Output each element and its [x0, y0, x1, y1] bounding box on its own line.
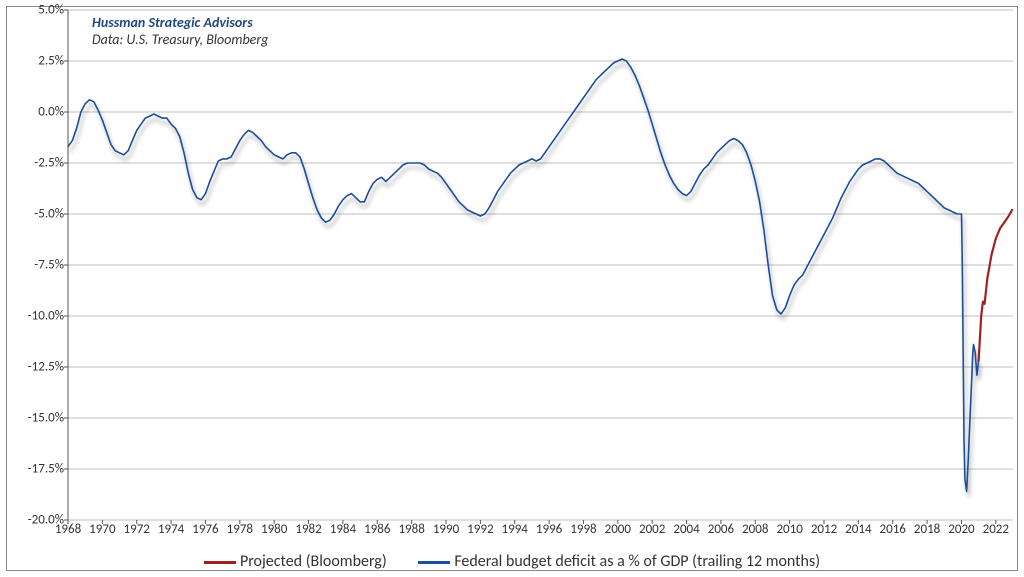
gridlines	[68, 10, 1013, 520]
x-tick-label: 1974	[158, 522, 184, 537]
x-tick-label: 1984	[330, 522, 356, 537]
x-tick-label: 2018	[914, 522, 940, 537]
x-tick-label: 1970	[89, 522, 115, 537]
y-tick-label: 5.0%	[38, 3, 64, 18]
series-line-projected	[979, 210, 1013, 361]
x-tick-label: 1986	[364, 522, 390, 537]
chart-container: 5.0% 2.5% 0.0% -2.5% -5.0% -7.5% -10.0% -12.5% -…	[0, 0, 1024, 577]
x-tick-label: 1998	[570, 522, 596, 537]
x-tick-label: 1996	[536, 522, 562, 537]
legend-swatch-historical	[418, 561, 450, 564]
legend-item-projected: Projected (Bloomberg)	[204, 552, 387, 571]
y-tick-label: -7.5%	[34, 258, 64, 273]
x-tick-label: 2020	[948, 522, 974, 537]
y-tick-label: -12.5%	[28, 360, 64, 375]
x-tick-label: 1968	[55, 522, 81, 537]
x-tick-label: 2000	[605, 522, 631, 537]
x-tick-label: 2002	[639, 522, 665, 537]
x-tick-label: 2004	[673, 522, 699, 537]
y-tick-label: -15.0%	[28, 411, 64, 426]
x-tick-label: 1990	[433, 522, 459, 537]
legend-item-historical: Federal budget deficit as a % of GDP (tr…	[418, 552, 820, 571]
x-tick-label: 1978	[227, 522, 253, 537]
x-tick-label: 2008	[742, 522, 768, 537]
x-tick-label: 2014	[845, 522, 871, 537]
legend: Projected (Bloomberg) Federal budget def…	[0, 552, 1024, 571]
y-tick-label: 0.0%	[38, 105, 64, 120]
x-tick-label: 2022	[983, 522, 1009, 537]
x-tick-label: 1994	[502, 522, 528, 537]
y-tick-label: -17.5%	[28, 462, 64, 477]
axes	[64, 10, 996, 524]
attribution-line1: Hussman Strategic Advisors	[92, 14, 268, 31]
x-tick-label: 1982	[295, 522, 321, 537]
x-tick-label: 1980	[261, 522, 287, 537]
x-tick-label: 2016	[880, 522, 906, 537]
series-line-historical	[68, 59, 979, 491]
legend-label-historical: Federal budget deficit as a % of GDP (tr…	[454, 552, 820, 571]
attribution-line2: Data: U.S. Treasury, Bloomberg	[92, 31, 268, 48]
x-tick-label: 1988	[398, 522, 424, 537]
x-tick-label: 2006	[708, 522, 734, 537]
y-tick-label: 2.5%	[38, 54, 64, 69]
legend-label-projected: Projected (Bloomberg)	[240, 552, 387, 571]
x-tick-label: 2010	[776, 522, 802, 537]
x-tick-label: 2012	[811, 522, 837, 537]
series-group	[68, 59, 1012, 491]
y-tick-label: -2.5%	[34, 156, 64, 171]
chart-svg	[0, 0, 1024, 577]
y-tick-label: -5.0%	[34, 207, 64, 222]
x-tick-label: 1972	[124, 522, 150, 537]
attribution-block: Hussman Strategic Advisors Data: U.S. Tr…	[92, 14, 268, 48]
y-tick-label: -10.0%	[28, 309, 64, 324]
x-tick-label: 1992	[467, 522, 493, 537]
x-tick-label: 1976	[192, 522, 218, 537]
legend-swatch-projected	[204, 561, 236, 564]
